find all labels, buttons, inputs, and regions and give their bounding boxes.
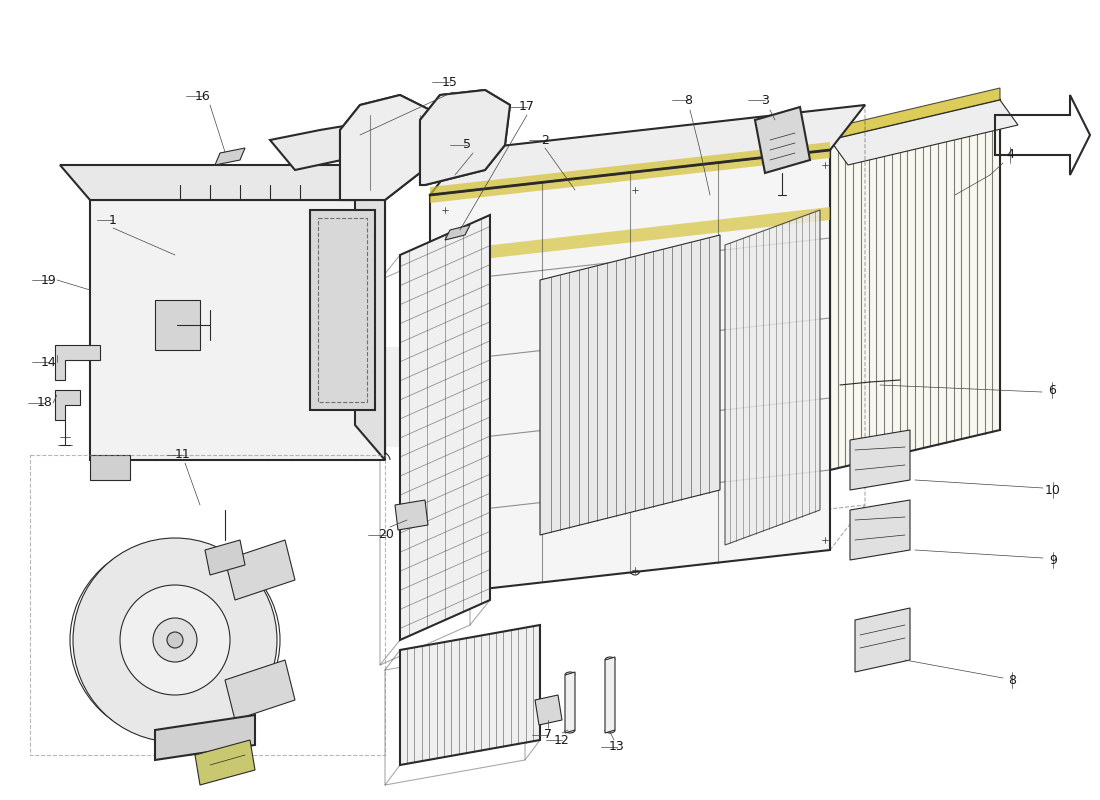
Polygon shape bbox=[430, 105, 865, 195]
Polygon shape bbox=[430, 142, 830, 203]
Polygon shape bbox=[395, 500, 428, 530]
Text: 9: 9 bbox=[1049, 554, 1057, 566]
Polygon shape bbox=[850, 430, 910, 490]
Polygon shape bbox=[340, 95, 430, 200]
Text: 7: 7 bbox=[544, 729, 552, 742]
Text: 4: 4 bbox=[1006, 149, 1014, 162]
Polygon shape bbox=[400, 625, 540, 765]
Polygon shape bbox=[226, 540, 295, 600]
Polygon shape bbox=[535, 695, 562, 725]
Text: 12: 12 bbox=[554, 734, 570, 746]
Polygon shape bbox=[605, 657, 615, 733]
Text: 8: 8 bbox=[1008, 674, 1016, 686]
Polygon shape bbox=[830, 100, 1000, 470]
Polygon shape bbox=[195, 740, 255, 785]
Polygon shape bbox=[830, 88, 1000, 140]
Text: 14: 14 bbox=[41, 355, 57, 369]
Text: 5: 5 bbox=[463, 138, 471, 151]
Polygon shape bbox=[400, 215, 490, 640]
Text: 19: 19 bbox=[41, 274, 57, 286]
Polygon shape bbox=[90, 200, 385, 460]
Polygon shape bbox=[565, 672, 575, 733]
Circle shape bbox=[153, 618, 197, 662]
Polygon shape bbox=[430, 207, 830, 265]
Text: 16: 16 bbox=[195, 90, 211, 102]
Circle shape bbox=[120, 585, 230, 695]
Polygon shape bbox=[55, 345, 100, 380]
Polygon shape bbox=[725, 210, 820, 545]
Text: 6: 6 bbox=[1048, 383, 1056, 397]
Text: 17: 17 bbox=[519, 101, 535, 114]
Text: 11: 11 bbox=[175, 449, 191, 462]
Text: a passion for
parts.com: a passion for parts.com bbox=[469, 384, 591, 456]
Polygon shape bbox=[830, 100, 1018, 165]
Text: 8: 8 bbox=[684, 94, 692, 106]
Circle shape bbox=[864, 376, 876, 388]
Circle shape bbox=[167, 632, 183, 648]
Polygon shape bbox=[205, 540, 245, 575]
Text: 15: 15 bbox=[442, 75, 458, 89]
Text: driparts: driparts bbox=[322, 346, 917, 474]
Text: 2: 2 bbox=[541, 134, 549, 146]
Polygon shape bbox=[214, 148, 245, 165]
Text: 3: 3 bbox=[761, 94, 769, 106]
Polygon shape bbox=[850, 500, 910, 560]
Polygon shape bbox=[155, 715, 255, 760]
Polygon shape bbox=[270, 120, 380, 170]
Polygon shape bbox=[420, 90, 510, 185]
Polygon shape bbox=[430, 150, 830, 595]
Polygon shape bbox=[355, 165, 385, 460]
Polygon shape bbox=[55, 390, 80, 420]
Polygon shape bbox=[226, 660, 295, 720]
Polygon shape bbox=[90, 455, 130, 480]
Polygon shape bbox=[310, 210, 375, 410]
Text: 18: 18 bbox=[37, 397, 53, 410]
Text: 10: 10 bbox=[1045, 483, 1060, 497]
Polygon shape bbox=[540, 235, 720, 535]
Polygon shape bbox=[755, 107, 810, 173]
Text: 1: 1 bbox=[109, 214, 117, 226]
Polygon shape bbox=[155, 300, 200, 350]
Text: 13: 13 bbox=[609, 741, 625, 754]
Polygon shape bbox=[446, 225, 470, 240]
Text: 20: 20 bbox=[378, 529, 394, 542]
Polygon shape bbox=[60, 165, 385, 200]
Circle shape bbox=[73, 538, 277, 742]
Polygon shape bbox=[855, 608, 910, 672]
